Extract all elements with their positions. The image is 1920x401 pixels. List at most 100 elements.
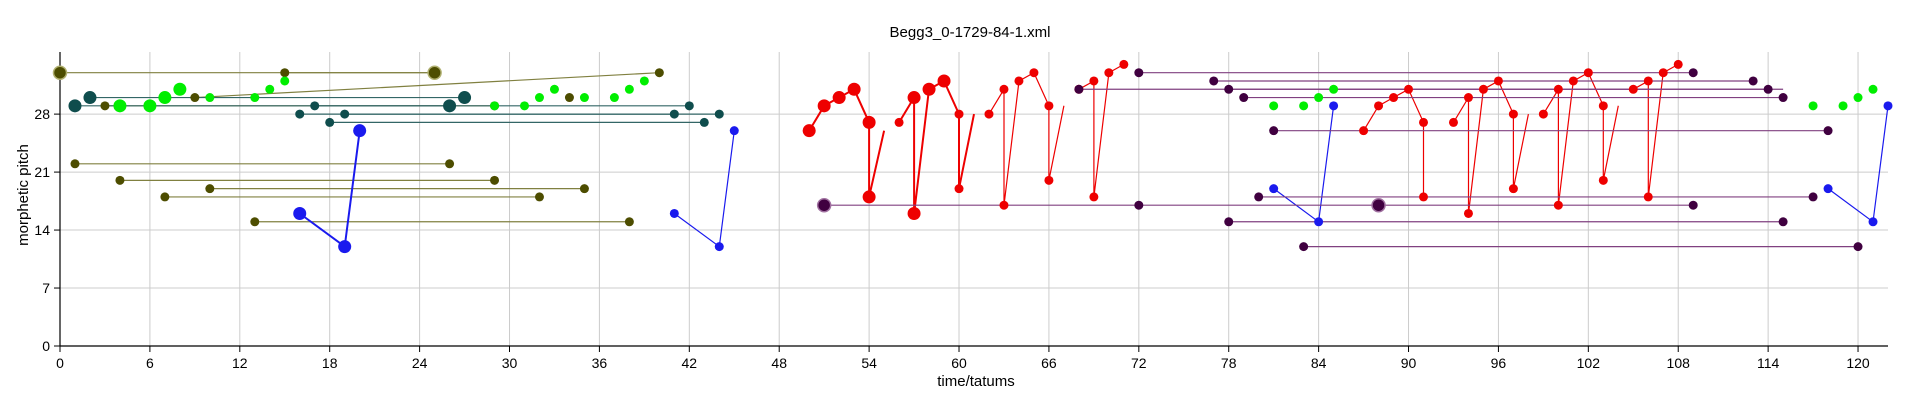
red-point xyxy=(1598,101,1608,111)
red-line xyxy=(1078,63,1125,197)
teal-point xyxy=(325,117,335,127)
red-point xyxy=(937,74,951,88)
x-tick-label: 6 xyxy=(146,355,154,371)
x-tick-label: 84 xyxy=(1311,355,1327,371)
x-tick-label: 120 xyxy=(1846,355,1870,371)
red-point xyxy=(1014,76,1024,86)
x-tick-label: 96 xyxy=(1491,355,1507,371)
purple-point xyxy=(1299,242,1309,252)
red-point xyxy=(1404,84,1414,94)
olive-point xyxy=(190,93,200,103)
red-point xyxy=(1419,117,1429,127)
red-point xyxy=(894,117,904,127)
y-tick-label: 0 xyxy=(42,338,50,354)
red-line xyxy=(1452,80,1529,214)
red-point xyxy=(1673,59,1683,69)
teal-point xyxy=(684,101,694,111)
green-point xyxy=(534,93,544,103)
green-point xyxy=(143,99,157,113)
blue-point xyxy=(1269,184,1279,194)
x-tick-label: 48 xyxy=(771,355,787,371)
green-point xyxy=(579,93,589,103)
teal-point xyxy=(340,109,350,119)
purple-point xyxy=(1823,126,1833,136)
purple-point xyxy=(1688,200,1698,210)
red-point xyxy=(1643,192,1653,202)
blue-point xyxy=(338,240,352,254)
olive-point xyxy=(534,192,544,202)
blue-point xyxy=(353,124,367,138)
x-tick-label: 54 xyxy=(861,355,877,371)
x-tick-label: 66 xyxy=(1041,355,1057,371)
red-point xyxy=(1359,126,1369,136)
olive-point xyxy=(52,65,68,80)
red-point xyxy=(1493,76,1503,86)
teal-point xyxy=(83,91,97,105)
red-point xyxy=(907,206,921,220)
chart-title: Begg3_0-1729-84-1.xml xyxy=(890,24,1051,41)
red-point xyxy=(1628,84,1638,94)
green-point xyxy=(250,93,260,103)
red-point xyxy=(1463,208,1473,218)
purple-point xyxy=(1134,200,1144,210)
red-point xyxy=(907,91,921,105)
green-point xyxy=(1853,93,1863,103)
green-point xyxy=(280,76,290,86)
purple-point xyxy=(1371,197,1386,213)
purple-point xyxy=(1074,84,1084,94)
axes: 0 6 12 18 24 30 36 42 48 54 60 66 72 78 84 90 96 102 108 11… xyxy=(34,52,1888,371)
red-point xyxy=(1448,117,1458,127)
teal-point xyxy=(310,101,320,111)
red-point xyxy=(1119,59,1129,69)
red-point xyxy=(999,84,1009,94)
green-point xyxy=(173,82,187,96)
blue-point xyxy=(714,242,724,252)
x-tick-label: 90 xyxy=(1401,355,1417,371)
red-point xyxy=(999,200,1009,210)
purple-point xyxy=(1778,217,1788,227)
y-tick-label: 7 xyxy=(42,280,50,296)
purple-point xyxy=(1778,93,1788,103)
red-point xyxy=(1044,101,1054,111)
green-point xyxy=(158,91,172,105)
red-point xyxy=(1508,184,1518,194)
purple-point xyxy=(1224,217,1234,227)
teal-point xyxy=(714,109,724,119)
x-tick-label: 36 xyxy=(592,355,608,371)
x-tick-label: 24 xyxy=(412,355,428,371)
olive-point xyxy=(624,217,634,227)
grid xyxy=(59,52,1888,347)
purple-point xyxy=(1748,76,1758,86)
green-point xyxy=(205,93,215,103)
red-point xyxy=(1089,192,1099,202)
red-point xyxy=(954,184,964,194)
red-point xyxy=(1478,84,1488,94)
green-point xyxy=(639,76,649,86)
red-point xyxy=(1658,68,1668,78)
green-point xyxy=(1838,101,1848,111)
x-tick-label: 102 xyxy=(1577,355,1601,371)
red-line xyxy=(1542,71,1619,206)
x-tick-label: 42 xyxy=(682,355,698,371)
x-tick-label: 30 xyxy=(502,355,518,371)
x-axis-label: time/tatums xyxy=(937,373,1015,390)
purple-point xyxy=(1254,192,1264,202)
x-tick-label: 108 xyxy=(1667,355,1691,371)
olive-point xyxy=(250,217,260,227)
green-point xyxy=(1314,93,1324,103)
olive-point xyxy=(427,65,442,80)
green-point xyxy=(1299,101,1309,111)
x-tick-label: 114 xyxy=(1757,355,1780,371)
teal-point xyxy=(443,99,457,113)
y-tick-label: 28 xyxy=(34,106,50,122)
olive-point xyxy=(280,68,290,78)
red-point xyxy=(862,190,876,204)
olive-segment xyxy=(194,72,660,99)
red-point xyxy=(1643,76,1653,86)
olive-point xyxy=(579,184,589,194)
y-axis-label: morphetic pitch xyxy=(15,144,32,246)
purple-point xyxy=(816,197,832,213)
purple-point xyxy=(1224,84,1234,94)
purple-point xyxy=(1239,93,1249,103)
